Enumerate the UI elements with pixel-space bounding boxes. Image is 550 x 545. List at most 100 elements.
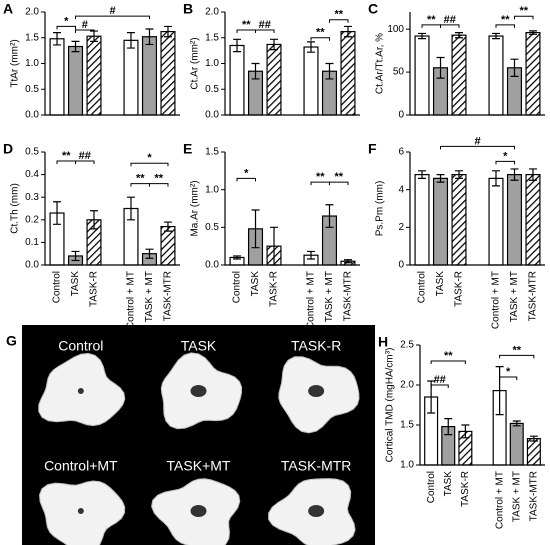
bar [414,35,430,116]
significance-line [75,15,150,20]
error-bar [126,32,135,49]
y-tick-label: 1.0 [400,460,414,471]
panel-letter: D [3,141,13,157]
y-tick-label: 1.5 [25,32,39,43]
y-axis-label: Ma.Ar (mm²) [190,180,201,236]
error-bar [306,250,315,260]
error-bar [53,201,62,225]
bar [525,31,541,116]
axes [409,152,545,266]
x-tick-label: Control + MT [126,271,137,329]
significance-label: # [474,135,480,147]
error-bar [455,170,464,179]
y-tick-label: 0.2 [25,214,39,225]
error-bar [436,174,445,183]
bar [340,30,356,116]
x-tick-label: TASK + MT [509,271,520,322]
significance-line [430,360,466,364]
panel-letter: G [6,333,17,349]
error-bar [145,248,154,259]
x-tick-label: TASK + MT [324,271,335,322]
significance-line [495,24,515,28]
error-bar [510,58,519,77]
error-bar [270,38,279,51]
bar [229,44,245,116]
y-tick-label: 6 [398,147,404,158]
y-tick-label: 1.0 [205,58,219,69]
significance-line [130,162,169,167]
y-tick-label: 1.5 [205,32,219,43]
y-tick-label: 0.3 [25,192,39,203]
bar [266,43,282,116]
significance-label: * [147,152,152,164]
significance-line [75,29,95,34]
axes [224,152,360,266]
y-tick-label: 1.5 [205,147,219,158]
error-bar [233,38,242,53]
significance-label: ## [434,374,446,386]
x-tick-label: TASK-R [460,471,471,507]
x-tick-label: TASK + MT [511,471,522,522]
error-bar [163,25,172,38]
y-tick-label: 0.0 [25,260,39,271]
bar [451,174,467,266]
y-tick-label: 2 [398,222,404,233]
significance-label: ** [316,171,325,183]
bar [160,30,176,116]
significance-label: ## [444,14,456,26]
error-bar [491,170,500,187]
bar [303,46,319,116]
y-tick-label: 0.5 [205,84,219,95]
bar [509,422,524,466]
x-tick-label: Control + MT [306,271,317,329]
bar [123,39,139,116]
error-bar [71,40,80,53]
y-tick-label: 0.4 [25,169,39,180]
significance-line [495,160,515,165]
marrow [77,388,84,394]
y-tick-label: 0.5 [25,147,39,158]
image-label: TASK-MTR [281,458,352,474]
error-bar [325,204,334,228]
significance-line [499,376,518,380]
error-bar [444,418,453,436]
significance-label: ** [519,5,528,17]
significance-label: ** [242,19,251,31]
y-tick-label: 4 [398,184,404,195]
error-bar [53,32,62,46]
y-axis-label: TtAr (mm²) [10,39,21,87]
significance-label: ** [334,9,343,21]
significance-line [236,177,257,182]
significance-label: ** [444,350,453,362]
error-bar [436,56,445,79]
y-axis-label: Ct.Th (mm) [10,183,21,234]
bar [525,174,541,266]
bar [49,38,65,116]
significance-line [75,160,95,165]
x-tick-label: TASK-MTR [343,271,354,321]
significance-label: ** [427,14,436,26]
x-tick-label: TASK [435,271,446,297]
bar [488,177,504,266]
y-axis-label: Ct.Ar (mm²) [190,37,201,89]
error-bar [251,62,260,80]
significance-label: # [109,5,115,17]
y-tick-label: 0.0 [205,260,219,271]
marrow [190,505,207,517]
x-tick-label: Control + MT [491,271,502,329]
y-tick-label: 0.0 [205,110,219,121]
y-tick-label: 2.0 [25,7,39,18]
x-tick-label: Control + MT [494,471,505,529]
bar [160,225,176,266]
panel-letter: A [3,1,13,17]
error-bar [495,366,504,416]
error-bar [461,424,470,439]
bar [86,35,102,116]
y-axis-label: Cortical TMD (mgHA/cm³) [385,348,396,463]
image-label: TASK [181,338,217,354]
significance-label: * [506,366,511,378]
significance-label: ** [512,344,521,356]
y-tick-label: 1.0 [25,58,39,69]
y-tick-label: 1.0 [205,184,219,195]
error-bar [306,41,315,53]
